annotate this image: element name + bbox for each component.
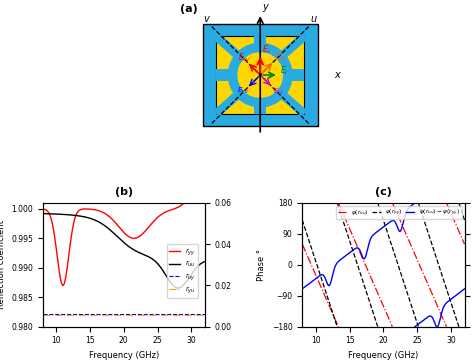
- $r_{uy}$: [40, 311, 46, 316]
- $\varphi(r_{uu})-\varphi(r_{yy})$: [300, 287, 305, 291]
- $r_{yy}$: [60, 283, 66, 287]
- $r_{uu}$: [138, 251, 144, 256]
- Text: y: y: [262, 2, 268, 12]
- Title: (b): (b): [115, 187, 133, 196]
- Line: $\varphi(r_{uu})-\varphi(r_{yy})$: $\varphi(r_{uu})-\varphi(r_{yy})$: [302, 203, 465, 327]
- X-axis label: Frequency (GHz): Frequency (GHz): [89, 351, 159, 360]
- $r_{uy}$: [134, 311, 140, 316]
- $r_{yu}$: [134, 313, 140, 317]
- $\varphi(r_{uu})$: [322, 295, 328, 299]
- $r_{uu}$: [40, 211, 46, 216]
- $r_{uy}$: [202, 311, 208, 316]
- Text: $E_r$: $E_r$: [280, 65, 289, 77]
- $\varphi(r_{yy})$: [358, 274, 364, 278]
- X-axis label: Frequency (GHz): Frequency (GHz): [348, 351, 419, 360]
- $r_{uy}$: [50, 311, 55, 316]
- $\varphi(r_{uu})-\varphi(r_{yy})$: [462, 287, 467, 291]
- Text: $E_i$: $E_i$: [262, 44, 271, 56]
- Bar: [255, 36, 266, 114]
- $r_{yy}$: [40, 207, 46, 211]
- $r_{uu}$: [202, 259, 208, 264]
- $r_{yu}$: [138, 313, 144, 317]
- $r_{uu}$: [163, 273, 169, 277]
- Y-axis label: Reflection coefficient: Reflection coefficient: [0, 220, 6, 309]
- Line: $r_{yy}$: $r_{yy}$: [43, 203, 205, 285]
- Legend: $\varphi(r_{uu})$, $\varphi(r_{yy})$, $\varphi(r_{uu})-\varphi(r_{yy})$: $\varphi(r_{uu})$, $\varphi(r_{yy})$, $\…: [336, 206, 462, 220]
- $r_{yy}$: [180, 202, 185, 207]
- $r_{uy}$: [143, 311, 149, 316]
- $r_{uy}$: [138, 311, 144, 316]
- $r_{yu}$: [40, 313, 46, 317]
- $\varphi(r_{uu})-\varphi(r_{yy})$: [339, 256, 345, 260]
- $\varphi(r_{uu})-\varphi(r_{yy})$: [435, 324, 440, 329]
- $r_{yu}$: [202, 313, 208, 317]
- Line: $r_{uu}$: $r_{uu}$: [43, 213, 205, 288]
- Line: $\varphi(r_{yy})$: $\varphi(r_{yy})$: [302, 203, 465, 327]
- $r_{yy}$: [50, 223, 55, 227]
- Line: $\varphi(r_{uu})$: $\varphi(r_{uu})$: [302, 203, 465, 327]
- $\varphi(r_{uu})$: [338, 206, 344, 211]
- $r_{yy}$: [163, 210, 169, 214]
- $\varphi(r_{uu})$: [339, 210, 345, 215]
- Text: x: x: [335, 70, 340, 80]
- Text: v: v: [204, 15, 210, 24]
- Circle shape: [228, 43, 292, 107]
- Polygon shape: [213, 33, 307, 117]
- $\varphi(r_{uu})$: [462, 241, 467, 246]
- Polygon shape: [213, 33, 307, 117]
- Text: $E_{r'v}$: $E_{r'v}$: [237, 86, 250, 96]
- $\varphi(r_{uu})$: [413, 254, 419, 258]
- $r_{uy}$: [180, 311, 185, 316]
- Text: $E_{rv}$: $E_{rv}$: [238, 52, 250, 64]
- $r_{uy}$: [163, 311, 169, 316]
- $r_{yu}$: [50, 313, 55, 317]
- Circle shape: [238, 53, 283, 97]
- $\varphi(r_{yy})$: [384, 229, 390, 233]
- Bar: [216, 69, 304, 81]
- $\varphi(r_{yy})$: [378, 212, 384, 216]
- $\varphi(r_{uu})-\varphi(r_{yy})$: [413, 324, 419, 329]
- $r_{uu}$: [134, 249, 140, 254]
- $r_{uu}$: [50, 212, 55, 216]
- $r_{uu}$: [180, 284, 185, 288]
- $r_{yy}$: [143, 228, 149, 232]
- $r_{yu}$: [180, 313, 185, 317]
- $\varphi(r_{yy})$: [300, 218, 305, 222]
- $\varphi(r_{uu})$: [462, 242, 467, 246]
- $\varphi(r_{uu})-\varphi(r_{yy})$: [462, 287, 467, 291]
- $r_{yu}$: [143, 313, 149, 317]
- $r_{yu}$: [163, 313, 169, 317]
- Circle shape: [238, 53, 283, 97]
- Legend: $r_{yy}$, $r_{uu}$, $r_{uy}$, $r_{yu}$: $r_{yy}$, $r_{uu}$, $r_{uy}$, $r_{yu}$: [167, 244, 198, 298]
- $\varphi(r_{yy})$: [414, 321, 420, 325]
- Text: $E_{ru}$: $E_{ru}$: [275, 51, 287, 64]
- Text: u: u: [311, 15, 317, 24]
- Text: $E_{tv}$: $E_{tv}$: [273, 87, 284, 97]
- $r_{yy}$: [202, 201, 208, 205]
- Text: (a): (a): [180, 4, 198, 15]
- $r_{yy}$: [138, 233, 144, 237]
- $\varphi(r_{uu})$: [435, 305, 441, 309]
- $\varphi(r_{uu})-\varphi(r_{yy})$: [322, 276, 328, 281]
- $\varphi(r_{uu})-\varphi(r_{yy})$: [338, 257, 344, 262]
- $r_{yy}$: [182, 201, 187, 205]
- Bar: [216, 36, 304, 114]
- Bar: [203, 24, 318, 126]
- $\varphi(r_{yy})$: [448, 300, 454, 304]
- $\varphi(r_{yy})$: [462, 218, 467, 222]
- $\varphi(r_{uu})$: [300, 242, 305, 246]
- $r_{uu}$: [143, 253, 149, 258]
- $\varphi(r_{yy})$: [383, 224, 388, 228]
- $r_{yy}$: [134, 236, 140, 240]
- $r_{uu}$: [175, 286, 181, 290]
- Title: (c): (c): [375, 187, 392, 196]
- Y-axis label: Phase °: Phase °: [257, 249, 266, 281]
